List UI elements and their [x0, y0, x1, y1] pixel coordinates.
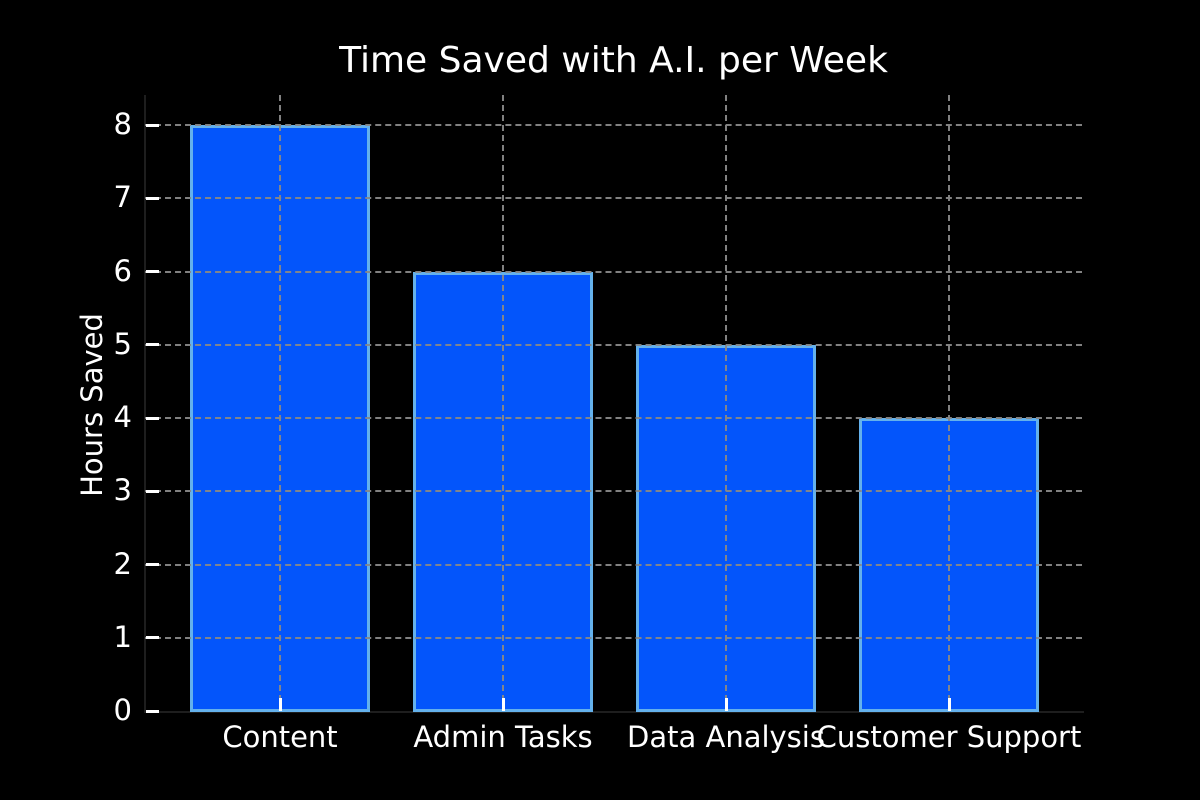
y-tick-2	[146, 563, 159, 566]
y-tick-6	[146, 270, 159, 273]
y-tick-label-2: 2	[113, 546, 132, 581]
x-tick-label-customer-support: Customer Support	[816, 720, 1082, 754]
gridline-h-7	[145, 197, 1082, 200]
gridline-v-admin-tasks	[502, 95, 504, 711]
x-tick-content	[278, 698, 282, 711]
y-tick-5	[146, 343, 159, 347]
x-tick-customer-support	[947, 698, 951, 711]
gridline-h-2	[145, 563, 1082, 566]
y-tick-label-6: 6	[113, 253, 132, 288]
y-tick-label-4: 4	[113, 400, 132, 434]
y-tick-8	[146, 123, 159, 127]
gridline-h-3	[145, 490, 1082, 493]
y-tick-label-3: 3	[113, 473, 132, 508]
gridline-h-6	[145, 270, 1082, 273]
y-tick-0	[146, 709, 159, 713]
x-tick-label-content: Content	[222, 720, 338, 754]
x-axis-spine	[144, 711, 1084, 713]
y-tick-label-7: 7	[113, 180, 132, 215]
y-tick-label-1: 1	[113, 619, 132, 654]
y-tick-1	[146, 636, 159, 640]
gridline-v-content	[279, 95, 281, 711]
gridline-h-8	[145, 124, 1082, 126]
gridline-v-data-analysis	[725, 95, 727, 711]
y-tick-label-0: 0	[113, 693, 132, 727]
gridline-h-1	[145, 636, 1082, 639]
gridline-h-4	[145, 417, 1082, 419]
y-tick-4	[146, 416, 159, 420]
gridline-v-customer-support	[948, 95, 950, 711]
x-tick-data-analysis	[724, 698, 728, 711]
x-tick-admin-tasks	[501, 698, 505, 711]
x-tick-label-data-analysis: Data Analysis	[627, 720, 825, 754]
y-tick-label-5: 5	[113, 326, 132, 361]
y-tick-label-8: 8	[113, 107, 132, 141]
gridline-h-5	[145, 343, 1082, 346]
chart-title: Time Saved with A.I. per Week	[339, 40, 888, 81]
x-tick-label-admin-tasks: Admin Tasks	[413, 720, 593, 754]
y-axis-spine	[144, 95, 146, 713]
y-tick-7	[146, 196, 159, 200]
y-tick-3	[146, 489, 159, 493]
